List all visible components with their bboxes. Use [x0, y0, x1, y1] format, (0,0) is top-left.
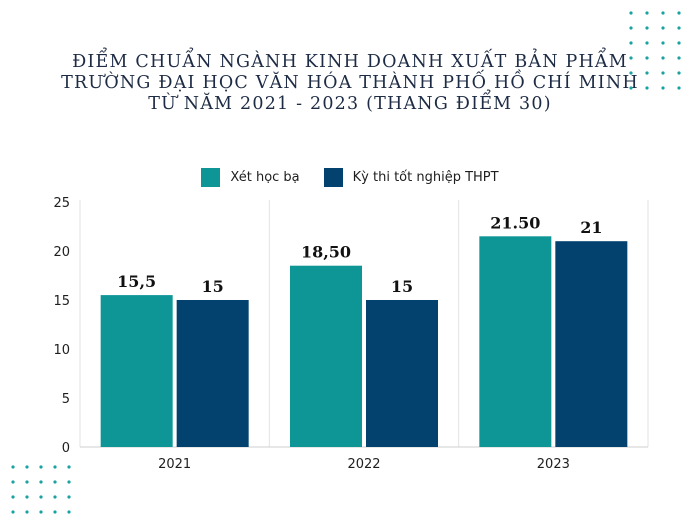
legend-label-xet-hoc-ba: Xét học bạ	[230, 170, 300, 185]
decor-dot	[11, 510, 15, 514]
decor-dot	[629, 26, 633, 30]
y-tick-label: 0	[62, 441, 70, 456]
data-label: 21.50	[490, 213, 540, 232]
chart-title: ĐIỂM CHUẨN NGÀNH KINH DOANH XUẤT BẢN PHẨ…	[0, 52, 700, 115]
decor-dot	[661, 41, 665, 45]
decor-dot	[661, 86, 665, 90]
y-tick-label: 25	[53, 196, 70, 211]
decor-dot	[661, 56, 665, 60]
decor-dot	[645, 26, 649, 30]
y-axis-labels: 0 5 10 15 20 25	[53, 196, 70, 456]
bar	[290, 265, 362, 447]
decor-dot	[677, 86, 681, 90]
decor-dot	[67, 510, 71, 514]
decor-dot	[11, 495, 15, 499]
legend-item-ky-thi: Kỳ thi tốt nghiệp THPT	[323, 168, 499, 187]
decor-dot	[11, 465, 15, 469]
x-tick-label: 2021	[158, 457, 191, 472]
bar	[176, 300, 249, 447]
x-tick-label: 2022	[347, 457, 380, 472]
data-label: 15,5	[117, 272, 156, 291]
chart-title-line-2: TRƯỜNG ĐẠI HỌC VĂN HÓA THÀNH PHỐ HỒ CHÍ …	[61, 73, 639, 93]
y-tick-label: 10	[53, 343, 70, 358]
bar	[479, 236, 552, 447]
chart-grid	[79, 200, 649, 448]
chart-legend: Xét học bạ Kỳ thi tốt nghiệp THPT	[0, 168, 700, 187]
x-tick-label: 2023	[537, 457, 570, 472]
decor-dot	[25, 510, 29, 514]
legend-item-xet-hoc-ba: Xét học bạ	[201, 168, 300, 187]
chart-title-line-1: ĐIỂM CHUẨN NGÀNH KINH DOANH XUẤT BẢN PHẨ…	[72, 52, 628, 72]
y-tick-label: 20	[53, 245, 70, 260]
decor-dot	[39, 465, 43, 469]
decor-dot	[25, 465, 29, 469]
chart-title-line-3: TỪ NĂM 2021 - 2023 (THANG ĐIỂM 30)	[148, 94, 552, 114]
data-label: 15	[391, 277, 413, 296]
decor-dot	[661, 26, 665, 30]
bar	[100, 295, 173, 447]
y-tick-label: 15	[53, 294, 70, 309]
bar	[366, 300, 438, 447]
decor-dot	[39, 495, 43, 499]
decor-dot	[661, 71, 665, 75]
decor-dot	[629, 71, 633, 75]
decor-dot	[645, 41, 649, 45]
decor-dot	[39, 510, 43, 514]
decor-dot	[25, 480, 29, 484]
decor-dot	[645, 56, 649, 60]
legend-swatch-ky-thi	[323, 168, 343, 187]
y-tick-label: 5	[62, 392, 70, 407]
decor-dot	[677, 56, 681, 60]
data-label: 18,50	[301, 243, 351, 262]
decor-dot	[67, 480, 71, 484]
dot-pattern-bottom-left	[11, 465, 71, 514]
decor-dot	[629, 86, 633, 90]
data-labels: 15,5 15 18,50 15 21.50 21	[117, 213, 602, 296]
decor-dot	[53, 480, 57, 484]
decor-dot	[677, 71, 681, 75]
chart-bars	[100, 236, 628, 447]
decor-dot	[629, 41, 633, 45]
data-label: 15	[202, 277, 224, 296]
decor-dot	[53, 465, 57, 469]
decor-dot	[661, 11, 665, 15]
decor-dot	[645, 71, 649, 75]
x-axis-labels: 2021 2022 2023	[158, 457, 570, 472]
decor-dot	[11, 480, 15, 484]
decor-dot	[677, 11, 681, 15]
decor-dot	[677, 41, 681, 45]
legend-label-ky-thi: Kỳ thi tốt nghiệp THPT	[352, 170, 499, 185]
decor-dot	[645, 86, 649, 90]
decor-dot	[677, 26, 681, 30]
decor-dot	[25, 495, 29, 499]
data-label: 21	[580, 218, 602, 237]
decor-dot	[645, 11, 649, 15]
decor-dot	[67, 465, 71, 469]
decor-dot	[67, 495, 71, 499]
decor-dot	[39, 480, 43, 484]
dot-pattern-top-right	[629, 11, 681, 90]
bar	[555, 241, 628, 447]
decor-dot	[629, 56, 633, 60]
decor-dot	[629, 11, 633, 15]
decor-dot	[53, 495, 57, 499]
legend-swatch-xet-hoc-ba	[201, 168, 221, 187]
decor-dot	[53, 510, 57, 514]
